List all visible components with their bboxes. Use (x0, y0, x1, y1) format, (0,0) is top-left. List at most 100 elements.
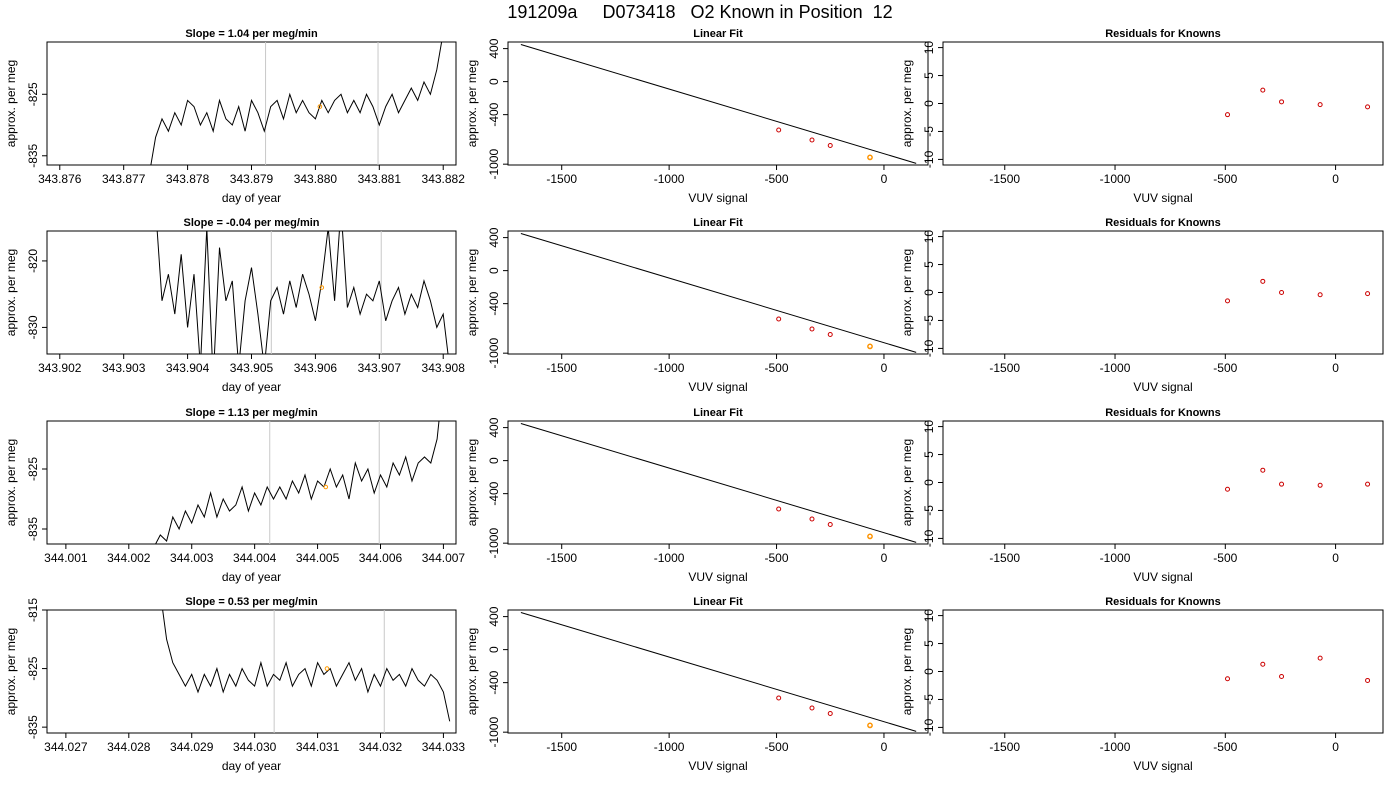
y-tick-label: -10 (922, 718, 936, 736)
y-tick-label: 0 (922, 100, 936, 107)
panel-4-2: Linear Fit-1500 -1000 -500 04000-400-1000VU… (465, 596, 929, 773)
x-tick-label: -500 (765, 740, 789, 754)
page-title: 191209a D073418 O2 Known in Position 12 (507, 2, 893, 22)
plot-area (156, 231, 449, 354)
y-tick-label: -830 (26, 315, 40, 339)
data-point (827, 143, 833, 149)
x-tick-label: 0 (881, 551, 888, 565)
x-tick-label: -500 (765, 361, 789, 375)
plot-area (520, 232, 917, 353)
panel-3-3: Residuals for Knowns -1500 -1000 -500 0 10 5 0 -… (900, 407, 1384, 584)
y-tick-label: -1000 (487, 717, 501, 748)
x-tick-label: -1500 (546, 740, 577, 754)
y-tick-label: -5 (922, 694, 936, 705)
data-point (1365, 104, 1371, 110)
x-tick-label: -500 (765, 551, 789, 565)
y-axis-label: approx. per meg (465, 249, 479, 336)
y-tick-label: -400 (487, 670, 501, 694)
x-tick-label: -1500 (989, 551, 1020, 565)
y-tick-label: 400 (487, 227, 501, 247)
data-point (1225, 486, 1231, 492)
data-point (1317, 655, 1323, 661)
y-tick-label: 400 (487, 606, 501, 626)
plot-frame (46, 420, 457, 545)
plot-frame (46, 230, 457, 355)
panel-title: Linear Fit (693, 217, 743, 229)
data-point (1365, 677, 1371, 683)
plot-area (1225, 87, 1371, 118)
y-tick-label: 10 (922, 420, 936, 434)
panel-1-2: Linear Fit-1500 -1000 -500 04000-400-1000VU… (465, 28, 929, 205)
x-tick-label: 344.027 (44, 740, 88, 754)
plot-frame (507, 420, 929, 545)
data-point (913, 169, 917, 173)
plot-frame (942, 609, 1384, 734)
y-tick-label: -835 (26, 517, 40, 541)
x-tick-label: 0 (1332, 172, 1339, 186)
data-point (1317, 292, 1323, 298)
mean-marker (317, 104, 323, 109)
x-tick-label: -1500 (546, 361, 577, 375)
panel-1-1: Slope = 1.04 per meg/min 343.876 343.877 34… (4, 28, 465, 205)
y-tick-label: -825 (26, 457, 40, 481)
y-tick-label: -825 (26, 82, 40, 106)
data-point (1365, 291, 1371, 297)
plot-area (162, 610, 451, 733)
plot-area (155, 421, 440, 544)
x-tick-label: 344.032 (359, 740, 403, 754)
x-tick-label: -1000 (1100, 172, 1131, 186)
x-axis-label: day of year (222, 380, 281, 394)
plot-frame (507, 41, 929, 166)
x-tick-label: 0 (881, 740, 888, 754)
x-tick-label: 344.003 (170, 551, 214, 565)
panel-2-2: Linear Fit-1500 -1000 -500 04000-400-1000VU… (465, 217, 929, 394)
panel-title: Residuals for Knowns (1105, 28, 1221, 40)
panel-title: Residuals for Knowns (1105, 596, 1221, 608)
plot-area (150, 42, 443, 165)
y-tick-label: -1000 (487, 338, 501, 369)
x-tick-label: -500 (1213, 740, 1237, 754)
x-tick-label: 343.877 (102, 172, 146, 186)
x-tick-label: 343.906 (294, 361, 338, 375)
y-tick-label: 10 (922, 609, 936, 623)
y-tick-label: 10 (922, 41, 936, 55)
panel-title: Residuals for Knowns (1105, 217, 1221, 229)
plot-area (1225, 278, 1371, 304)
x-tick-label: -1000 (1100, 740, 1131, 754)
x-tick-label: 344.031 (296, 740, 340, 754)
y-tick-label: -400 (487, 291, 501, 315)
panel-2-3: Residuals for Knowns -1500 -1000 -500 0 10 5 0 -… (900, 217, 1384, 394)
x-tick-label: 343.904 (166, 361, 210, 375)
y-tick-label: -820 (26, 249, 40, 273)
x-tick-label: 0 (1332, 551, 1339, 565)
x-tick-label: -1000 (1100, 361, 1131, 375)
fit-line (520, 422, 917, 543)
panel-3-2: Linear Fit-1500 -1000 -500 04000-400-1000VU… (465, 407, 929, 584)
y-axis-label: approx. per meg (465, 439, 479, 526)
data-point (776, 127, 782, 133)
data-point (827, 332, 833, 338)
y-axis-label: approx. per meg (900, 249, 914, 336)
x-tick-label: 343.879 (230, 172, 274, 186)
y-tick-label: -5 (922, 126, 936, 137)
data-point (913, 548, 917, 552)
plot-frame (942, 230, 1384, 355)
y-axis-label: approx. per meg (4, 60, 18, 147)
data-point (1317, 482, 1323, 488)
fit-line (520, 611, 917, 732)
x-axis-label: day of year (222, 759, 281, 773)
y-axis-label: approx. per meg (900, 60, 914, 147)
y-axis-label: approx. per meg (465, 60, 479, 147)
y-tick-label: 0 (922, 479, 936, 486)
y-tick-label: 10 (922, 230, 936, 244)
plot-frame (46, 609, 457, 734)
y-tick-label: 5 (922, 72, 936, 79)
x-axis-label: VUV signal (1133, 380, 1192, 394)
y-tick-label: -1000 (487, 528, 501, 559)
x-tick-label: 344.029 (170, 740, 214, 754)
signal-trace (150, 42, 443, 165)
y-tick-label: -835 (26, 715, 40, 739)
x-tick-label: 343.881 (358, 172, 402, 186)
y-tick-label: -815 (26, 598, 40, 622)
